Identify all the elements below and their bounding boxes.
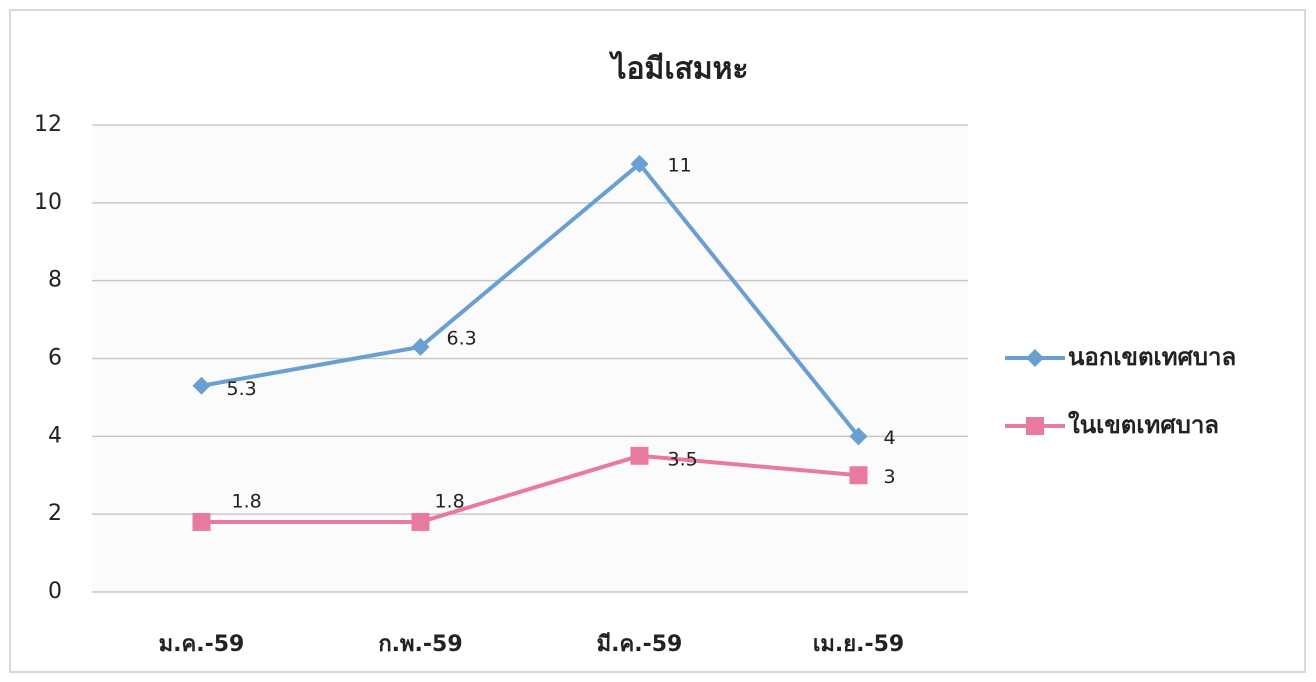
y-tick-label: 6 [48, 346, 62, 371]
x-tick-label: ม.ค.-59 [159, 632, 245, 657]
y-tick-label: 12 [34, 112, 62, 137]
x-tick-label: มี.ค.-59 [597, 632, 683, 657]
data-label: 5.3 [227, 378, 257, 400]
data-label: 1.8 [435, 490, 465, 512]
point-marker [630, 446, 649, 465]
legend-label: ในเขตเทศบาล [1068, 410, 1219, 439]
x-tick-label: เม.ย.-59 [813, 632, 904, 657]
data-label: 11 [668, 154, 692, 176]
y-tick-label: 8 [48, 268, 62, 293]
point-marker [411, 512, 430, 531]
series-line [201, 453, 859, 524]
point-marker [849, 427, 868, 446]
data-label: 1.8 [232, 490, 262, 512]
data-label: 3.5 [668, 448, 698, 470]
y-tick-label: 0 [48, 579, 62, 604]
point-marker [192, 376, 211, 395]
legend-marker [1026, 349, 1044, 367]
legend-label: นอกเขตเทศบาล [1068, 343, 1236, 371]
point-marker [192, 512, 211, 531]
y-tick-label: 4 [48, 423, 62, 448]
data-label: 4 [884, 427, 896, 449]
x-tick-label: ก.พ.-59 [378, 632, 462, 657]
point-marker [411, 337, 430, 356]
data-label: 6.3 [447, 327, 477, 349]
point-marker [849, 466, 868, 485]
chart-title: ไอมีเสมหะ [608, 51, 748, 87]
legend-marker [1026, 417, 1044, 435]
y-tick-label: 10 [34, 190, 62, 215]
y-tick-label: 2 [48, 501, 62, 526]
data-label: 3 [884, 466, 896, 488]
series-line [201, 161, 861, 438]
point-marker [630, 154, 649, 173]
